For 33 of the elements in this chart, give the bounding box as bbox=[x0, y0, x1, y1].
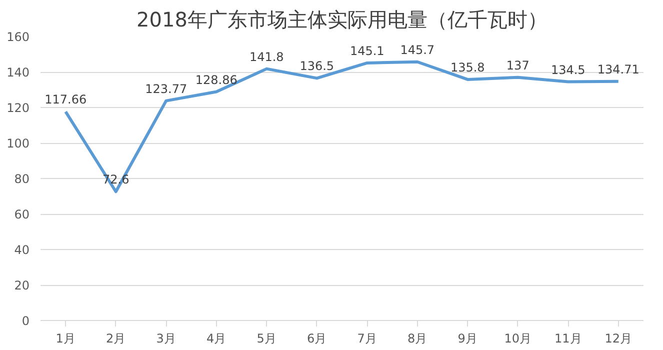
data-label: 128.86 bbox=[195, 72, 238, 87]
x-tick-label: 1月 bbox=[56, 332, 76, 346]
y-tick-label: 140 bbox=[6, 66, 30, 80]
y-tick-label: 40 bbox=[14, 243, 30, 257]
x-tick-label: 5月 bbox=[256, 332, 276, 346]
data-label: 145.7 bbox=[400, 42, 435, 57]
y-tick-label: 80 bbox=[14, 172, 30, 186]
x-tick-label: 6月 bbox=[307, 332, 327, 346]
data-label: 123.77 bbox=[145, 82, 188, 96]
data-label: 134.5 bbox=[550, 62, 586, 77]
y-tick-label: 160 bbox=[6, 30, 30, 44]
x-tick-label: 12月 bbox=[604, 332, 632, 346]
data-label: 117.66 bbox=[44, 92, 87, 107]
data-label: 136.5 bbox=[300, 59, 334, 74]
y-tick-label: 120 bbox=[6, 101, 30, 115]
x-tick-label: 10月 bbox=[504, 332, 532, 346]
data-label: 135.8 bbox=[450, 60, 485, 74]
data-label: 141.8 bbox=[249, 50, 284, 64]
x-tick-label: 3月 bbox=[156, 332, 176, 346]
x-tick-label: 4月 bbox=[206, 332, 226, 346]
x-tick-label: 2月 bbox=[106, 332, 126, 346]
data-label: 134.71 bbox=[597, 62, 640, 76]
y-tick-label: 60 bbox=[14, 208, 30, 222]
data-label: 145.1 bbox=[350, 44, 384, 58]
data-label: 137 bbox=[506, 58, 530, 72]
x-tick-label: 7月 bbox=[357, 332, 377, 346]
x-tick-label: 8月 bbox=[408, 332, 428, 346]
x-tick-label: 11月 bbox=[554, 332, 582, 346]
x-tick-label: 9月 bbox=[458, 332, 478, 346]
chart-title: 2018年广东市场主体实际用电量（亿千瓦时） bbox=[136, 8, 548, 32]
y-tick-label: 0 bbox=[22, 314, 30, 328]
y-tick-label: 20 bbox=[14, 278, 30, 292]
y-tick-label: 100 bbox=[6, 136, 30, 150]
